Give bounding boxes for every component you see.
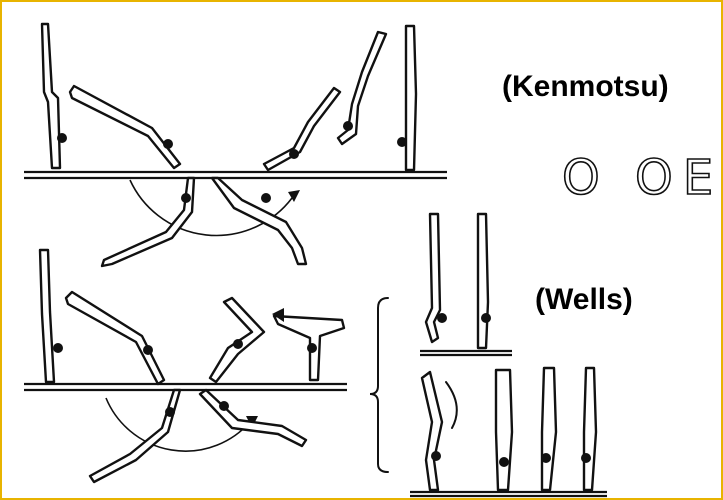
top-figure-handstand-1 [40,22,67,170]
bottom-figure-pike-up [272,308,346,382]
wells-sequence [24,248,347,484]
kenmotsu-sequence [24,22,447,268]
bottom-figure-rotation [198,388,308,448]
top-figure-lean [68,84,182,170]
top-figure-under-swing [100,176,196,268]
detail-figure-2 [476,212,491,350]
bottom-figure-lean [64,290,166,386]
detail-figure-5 [540,366,558,492]
grouping-brace [369,297,389,473]
wells-detail [369,212,607,498]
pike-direction-arrow [272,308,284,322]
top-figure-rising [262,86,342,172]
bottom-figure-handstand [38,248,63,384]
top-figure-pike [336,30,388,146]
top-rotation-arc [129,179,293,237]
bottom-figure-tuck [208,296,266,384]
top-arc-arrowhead [288,190,300,202]
bottom-figure-under-swing [88,388,182,484]
detail-figure-4 [494,368,514,492]
detail-figure-3 [420,370,458,492]
wells-label: (Wells) [535,283,633,316]
detail-figure-6 [581,366,598,492]
kenmotsu-label: (Kenmotsu) [502,70,669,103]
top-figure-handstand-2 [397,24,418,172]
handwritten-score-mark: O OE [561,149,723,207]
detail-figure-1 [424,212,447,344]
top-figure-rotation [210,176,308,266]
bottom-rotation-arc [105,397,251,452]
